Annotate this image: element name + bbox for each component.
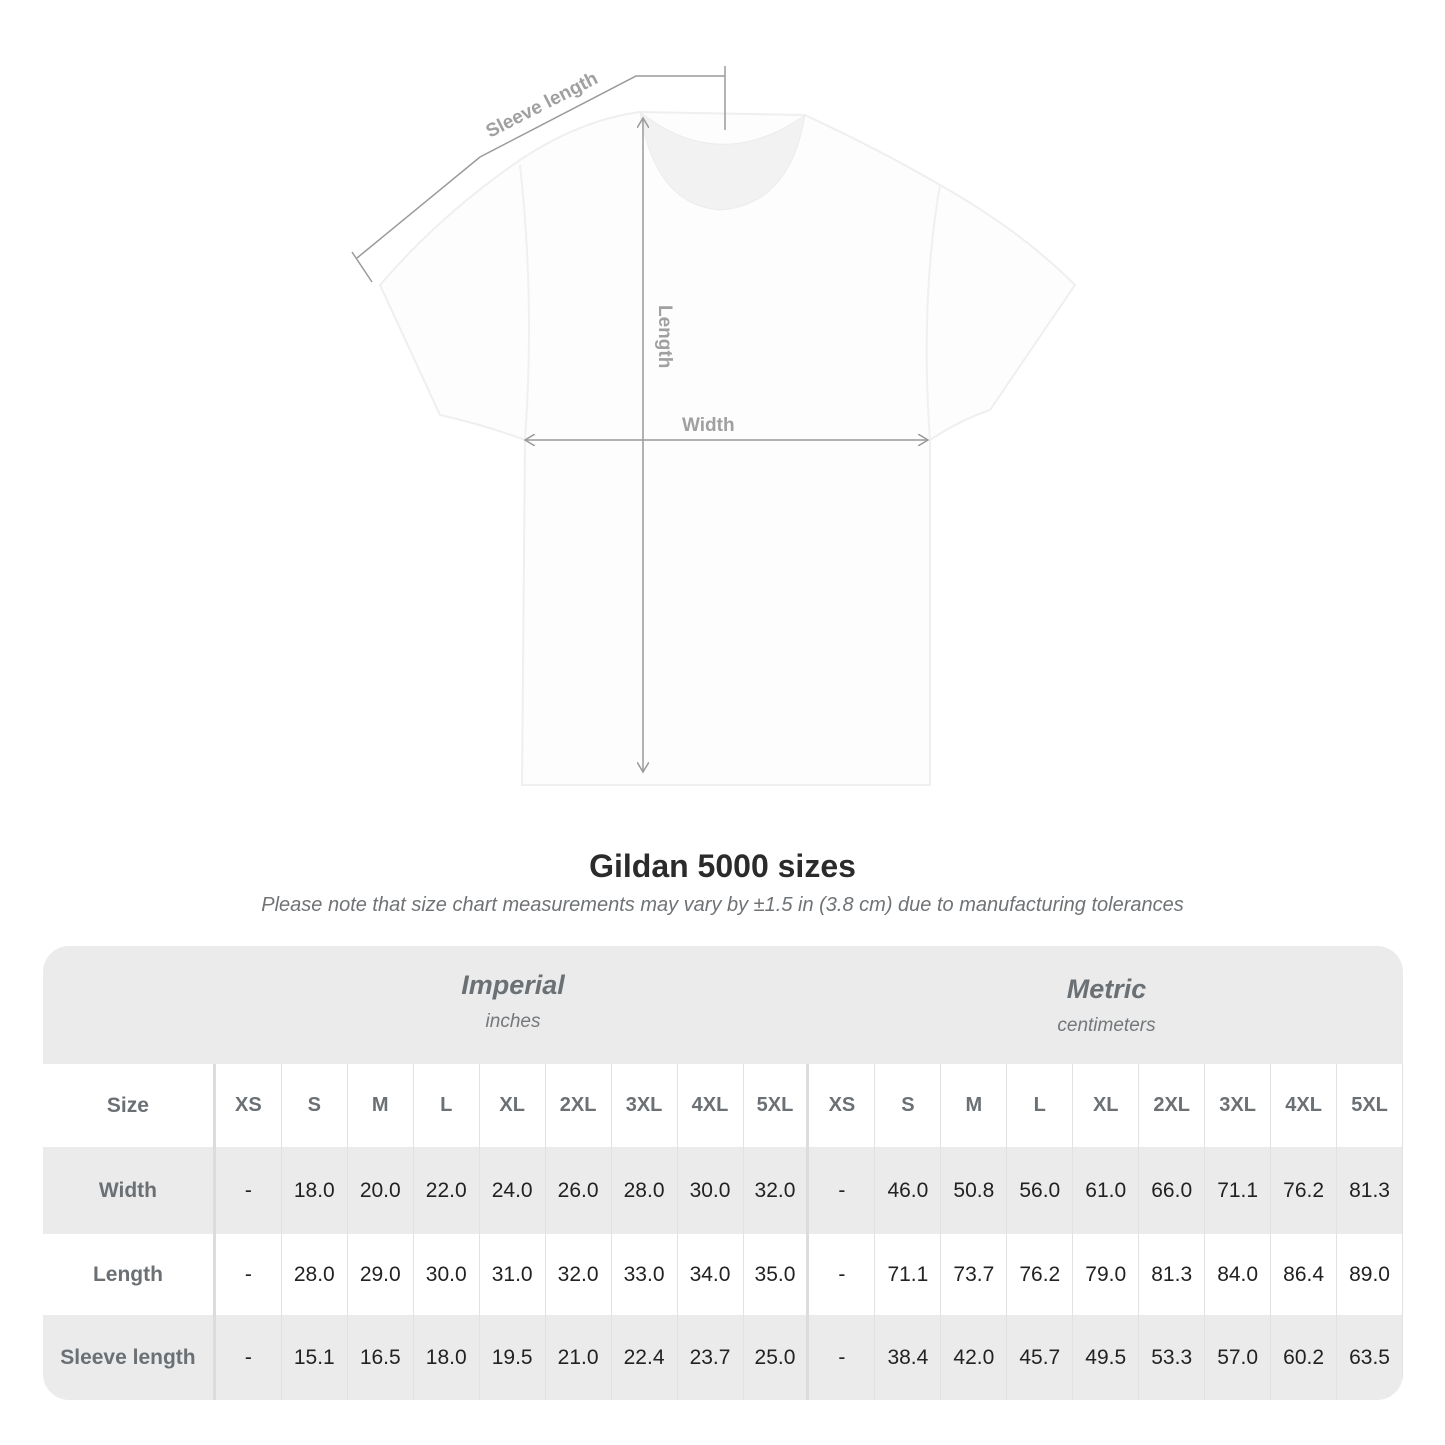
metric-value: 81.3: [1337, 1147, 1403, 1234]
table-row: Length -28.0 29.0 30.0 31.0 32.0 33.0 34.0 35.0-…: [43, 1234, 1403, 1315]
size-header-l: L: [414, 1064, 480, 1147]
imperial-value: 26.0: [546, 1147, 612, 1234]
metric-value: 46.0: [875, 1147, 942, 1234]
imperial-value: 15.1: [282, 1315, 348, 1400]
imperial-value: -: [216, 1315, 282, 1400]
metric-value: 73.7: [941, 1234, 1008, 1315]
imperial-value: 35.0: [744, 1234, 810, 1315]
imperial-value: 16.5: [348, 1315, 414, 1400]
size-header-5xl: 5XL: [744, 1064, 810, 1147]
metric-value: 81.3: [1139, 1234, 1206, 1315]
tshirt-collar: [639, 110, 806, 211]
unit-header: [43, 946, 1403, 1064]
size-header-m: M: [348, 1064, 414, 1147]
size-header-3xl: 3XL: [1205, 1064, 1272, 1147]
imperial-value: 22.4: [612, 1315, 678, 1400]
group-subtitle: inches: [485, 1011, 541, 1032]
size-header-2xl: 2XL: [1139, 1064, 1206, 1147]
imperial-group: Imperial inches: [216, 970, 810, 1033]
metric-value: -: [809, 1315, 876, 1400]
metric-value: 86.4: [1271, 1234, 1338, 1315]
metric-value: 71.1: [1205, 1147, 1272, 1234]
size-header-3xl: 3XL: [612, 1064, 678, 1147]
imperial-value: 29.0: [348, 1234, 414, 1315]
group-subtitle: centimeters: [1057, 1015, 1156, 1036]
size-header-l: L: [1007, 1064, 1074, 1147]
imperial-value: -: [216, 1234, 282, 1315]
size-header-4xl: 4XL: [678, 1064, 744, 1147]
metric-value: 89.0: [1337, 1234, 1403, 1315]
metric-value: 56.0: [1007, 1147, 1074, 1234]
sleeve-length-line: [356, 75, 725, 259]
imperial-value: 28.0: [282, 1234, 348, 1315]
row-label: Width: [43, 1147, 216, 1234]
metric-value: 63.5: [1337, 1315, 1403, 1400]
tshirt-diagram: Sleeve length Length Width: [351, 66, 1077, 786]
imperial-value: 24.0: [480, 1147, 546, 1234]
size-header-5xl: 5XL: [1337, 1064, 1403, 1147]
size-header-s: S: [282, 1064, 348, 1147]
imperial-value: 21.0: [546, 1315, 612, 1400]
imperial-value: 23.7: [678, 1315, 744, 1400]
tshirt-shape: [378, 110, 1077, 786]
imperial-value: 28.0: [612, 1147, 678, 1234]
row-label: Sleeve length: [43, 1315, 216, 1400]
table-row: Sleeve length -15.1 16.5 18.0 19.5 21.0 22.4 23…: [43, 1315, 1403, 1400]
group-title: Imperial: [461, 970, 565, 1000]
imperial-value: 25.0: [744, 1315, 810, 1400]
length-label: Length: [654, 305, 675, 368]
metric-value: -: [809, 1147, 876, 1234]
page-title: Gildan 5000 sizes: [589, 848, 856, 884]
imperial-value: 34.0: [678, 1234, 744, 1315]
imperial-value: 32.0: [546, 1234, 612, 1315]
metric-value: 60.2: [1271, 1315, 1338, 1400]
metric-value: 53.3: [1139, 1315, 1206, 1400]
table-row: Width -18.0 20.0 22.0 24.0 26.0 28.0 30.0 32.0-4…: [43, 1147, 1403, 1234]
size-header-4xl: 4XL: [1271, 1064, 1338, 1147]
size-header-xl: XL: [480, 1064, 546, 1147]
size-header-2xl: 2XL: [546, 1064, 612, 1147]
metric-value: 66.0: [1139, 1147, 1206, 1234]
metric-value: 61.0: [1073, 1147, 1140, 1234]
size-table: Imperial inches Metric centimeters Size X…: [43, 946, 1403, 1400]
size-label: Size: [43, 1064, 216, 1147]
size-header-m: M: [941, 1064, 1008, 1147]
imperial-value: 18.0: [414, 1315, 480, 1400]
size-header-xs: XS: [216, 1064, 282, 1147]
metric-value: 38.4: [875, 1315, 942, 1400]
imperial-value: 33.0: [612, 1234, 678, 1315]
imperial-value: -: [216, 1147, 282, 1234]
size-header-xs: XS: [809, 1064, 876, 1147]
metric-value: 45.7: [1007, 1315, 1074, 1400]
imperial-value: 30.0: [678, 1147, 744, 1234]
width-label: Width: [682, 415, 735, 436]
size-header-row: Size XS S M L XL 2XL 3XL 4XL 5XL XS S M L XL 2XL 3XL 4XL 5…: [43, 1064, 1403, 1147]
metric-group: Metric centimeters: [810, 974, 1403, 1037]
metric-value: 84.0: [1205, 1234, 1272, 1315]
imperial-value: 18.0: [282, 1147, 348, 1234]
metric-value: -: [809, 1234, 876, 1315]
group-title: Metric: [1066, 974, 1147, 1004]
size-header-s: S: [875, 1064, 942, 1147]
imperial-value: 32.0: [744, 1147, 810, 1234]
metric-value: 76.2: [1271, 1147, 1338, 1234]
imperial-value: 19.5: [480, 1315, 546, 1400]
metric-value: 57.0: [1205, 1315, 1272, 1400]
metric-value: 49.5: [1073, 1315, 1140, 1400]
metric-value: 76.2: [1007, 1234, 1074, 1315]
size-header-xl: XL: [1073, 1064, 1140, 1147]
metric-value: 42.0: [941, 1315, 1008, 1400]
row-label: Length: [43, 1234, 216, 1315]
metric-value: 71.1: [875, 1234, 942, 1315]
metric-value: 50.8: [941, 1147, 1008, 1234]
imperial-value: 30.0: [414, 1234, 480, 1315]
imperial-value: 31.0: [480, 1234, 546, 1315]
metric-value: 79.0: [1073, 1234, 1140, 1315]
tolerance-note: Please note that size chart measurements…: [261, 894, 1184, 916]
imperial-value: 20.0: [348, 1147, 414, 1234]
imperial-value: 22.0: [414, 1147, 480, 1234]
